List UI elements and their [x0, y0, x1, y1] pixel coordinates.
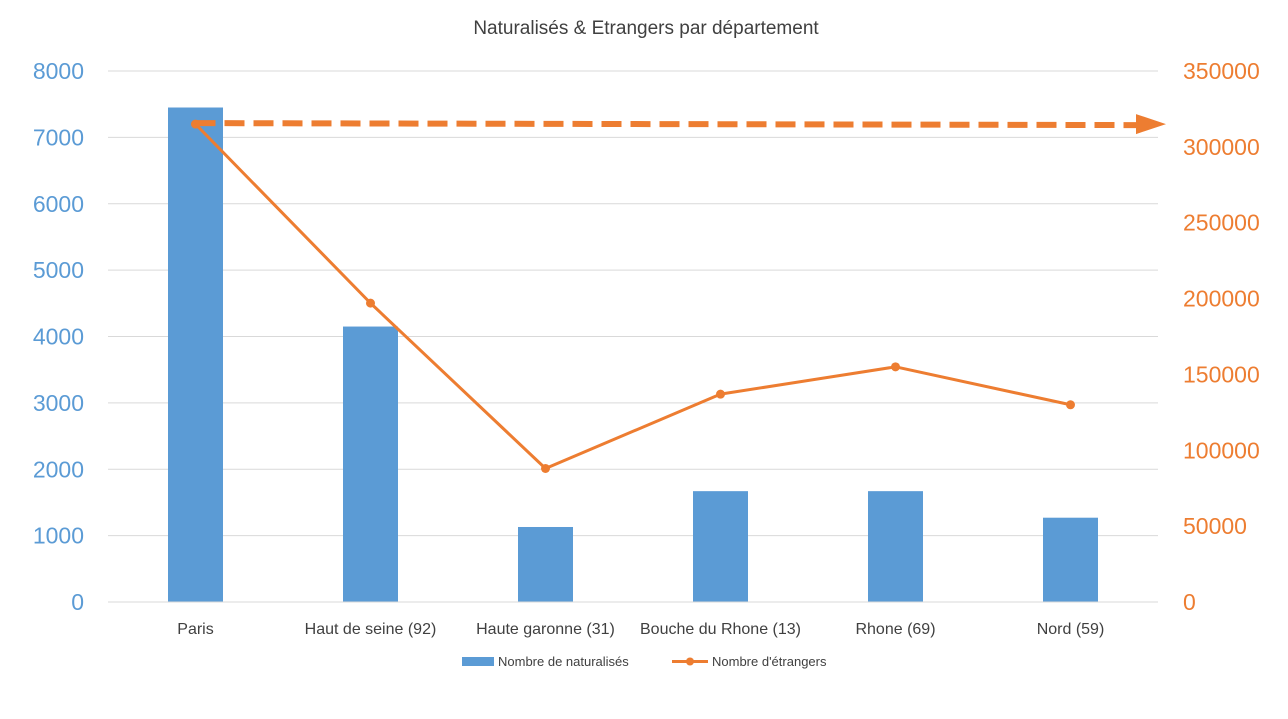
bar — [518, 526, 573, 602]
left-tick-label: 1000 — [33, 523, 84, 549]
right-tick-label: 350000 — [1183, 58, 1260, 84]
line-series — [191, 119, 1075, 473]
right-tick-label: 250000 — [1183, 210, 1260, 236]
line-point — [366, 298, 375, 308]
left-tick-label: 7000 — [33, 124, 84, 150]
bar — [868, 491, 923, 602]
legend-swatch-naturalises — [462, 657, 494, 666]
legend: Nombre de naturalisés Nombre d'étrangers — [462, 654, 827, 669]
line-point — [716, 389, 725, 399]
left-tick-label: 5000 — [33, 257, 84, 283]
annotation-dashed-line — [195, 120, 1141, 129]
x-tick-label: Paris — [177, 621, 213, 638]
x-tick-label: Haute garonne (31) — [476, 621, 615, 638]
x-tick-label: Nord (59) — [1037, 621, 1105, 638]
line-point — [891, 362, 900, 372]
left-tick-label: 8000 — [33, 58, 84, 84]
right-tick-label: 200000 — [1183, 286, 1260, 312]
right-tick-label: 50000 — [1183, 513, 1247, 539]
line-point — [1066, 400, 1075, 410]
left-tick-label: 4000 — [33, 324, 84, 350]
x-axis: Paris Haut de seine (92) Haute garonne (31… — [108, 601, 1158, 638]
right-tick-label: 0 — [1183, 589, 1196, 615]
line-point — [541, 463, 550, 473]
left-tick-label: 0 — [71, 589, 84, 615]
bar-series — [168, 107, 1098, 602]
series-line — [194, 123, 1071, 470]
x-tick-label: Bouche du Rhone (13) — [640, 621, 801, 638]
bar — [1043, 517, 1098, 602]
annotation-arrowhead — [1136, 114, 1166, 135]
bar — [168, 107, 223, 602]
legend-marker-etrangers — [686, 657, 694, 666]
right-tick-label: 150000 — [1183, 361, 1260, 387]
x-tick-label: Haut de seine (92) — [305, 621, 437, 638]
right-tick-label: 100000 — [1183, 437, 1260, 463]
chart-title: Naturalisés & Etrangers par département — [473, 18, 819, 39]
left-tick-label: 3000 — [33, 390, 84, 416]
left-tick-label: 2000 — [33, 456, 84, 482]
bar — [693, 491, 748, 602]
right-y-axis: 0 50000 100000 150000 200000 250000 300000 3500… — [1183, 58, 1260, 615]
legend-label-naturalises: Nombre de naturalisés — [498, 654, 629, 669]
gridlines — [108, 70, 1158, 603]
left-tick-label: 6000 — [33, 191, 84, 217]
bar — [343, 326, 398, 602]
left-y-axis: 0 1000 2000 3000 4000 5000 6000 7000 8000 — [33, 58, 84, 615]
right-tick-label: 300000 — [1183, 134, 1260, 160]
x-tick-label: Rhone (69) — [855, 621, 935, 638]
legend-label-etrangers: Nombre d'étrangers — [712, 654, 827, 669]
annotation-arrow — [195, 114, 1166, 135]
